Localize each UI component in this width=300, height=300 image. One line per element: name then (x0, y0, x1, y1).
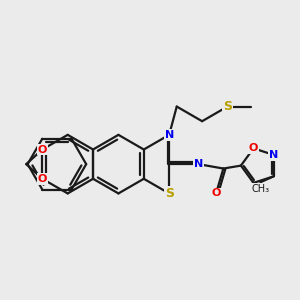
Text: S: S (223, 100, 232, 113)
Text: N: N (164, 130, 174, 140)
Text: O: O (211, 188, 221, 198)
Text: O: O (38, 174, 47, 184)
Text: O: O (249, 143, 258, 153)
Text: N: N (269, 150, 278, 160)
Text: CH₃: CH₃ (251, 184, 269, 194)
Text: N: N (194, 159, 203, 169)
Text: S: S (165, 187, 174, 200)
Text: O: O (38, 145, 47, 154)
